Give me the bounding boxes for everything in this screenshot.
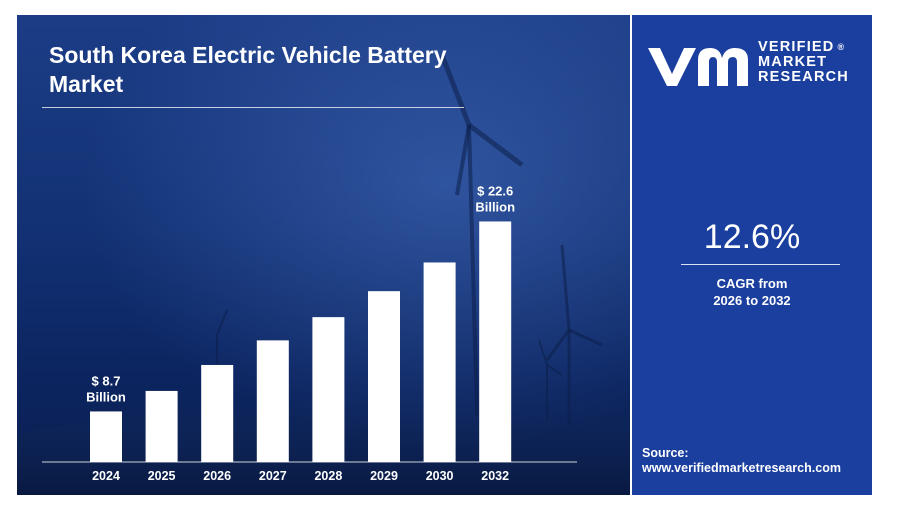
data-label-value-2032: $ 22.6 xyxy=(477,183,513,198)
bar-2029 xyxy=(368,291,400,462)
cagr-divider xyxy=(681,264,840,265)
x-tick-label-2024: 2024 xyxy=(92,469,120,483)
bar-2032 xyxy=(479,221,512,462)
bar-2028 xyxy=(312,317,345,462)
cagr-value: 12.6% xyxy=(703,218,801,256)
bar-2024 xyxy=(90,411,122,462)
x-tick-label-2026: 2026 xyxy=(203,469,231,483)
cagr-label: CAGR from 2026 to 2032 xyxy=(632,275,872,309)
brand-line1: VERIFIED xyxy=(758,39,835,55)
bar-2027 xyxy=(256,340,289,462)
chart-panel: South Korea Electric Vehicle Battery Mar… xyxy=(17,15,630,495)
cagr-label-line1: CAGR from xyxy=(716,276,788,291)
bar-chart: 2024 2025 2026 2027 2028 2029 2030 2032$ 8.7Bil… xyxy=(42,183,577,483)
x-tick-label-2032: 2032 xyxy=(481,469,509,483)
source-label: Source: xyxy=(642,446,689,460)
x-tick-label-2030: 2030 xyxy=(426,469,454,483)
data-label-value-2024: $ 8.7 xyxy=(92,373,121,388)
x-tick-label-2027: 2027 xyxy=(259,469,287,483)
summary-panel: VERIFIED ® MARKET RESEARCH 12.6% CAGR fro… xyxy=(632,15,872,495)
data-label-unit-2024: Billion xyxy=(86,389,126,404)
chart-title-line1: South Korea Electric Vehicle Battery xyxy=(49,42,447,68)
brand-line3: RESEARCH xyxy=(758,69,849,85)
title-divider xyxy=(42,107,464,108)
bar-2030 xyxy=(423,262,456,462)
brand-line2: MARKET xyxy=(758,54,828,70)
x-tick-label-2029: 2029 xyxy=(370,469,398,483)
source-url[interactable]: www.verifiedmarketresearch.com xyxy=(642,461,841,475)
bar-2025 xyxy=(145,390,178,462)
data-label-unit-2032: Billion xyxy=(475,199,515,214)
registered-mark: ® xyxy=(837,42,846,52)
cagr-label-line2: 2026 to 2032 xyxy=(713,293,791,308)
brand-logo: VERIFIED ® MARKET RESEARCH xyxy=(646,40,861,100)
bar-2026 xyxy=(201,364,234,462)
chart-title: South Korea Electric Vehicle Battery Mar… xyxy=(49,41,569,99)
chart-title-line2: Market xyxy=(49,71,124,97)
vmr-logo-icon xyxy=(648,48,748,86)
x-tick-label-2028: 2028 xyxy=(314,469,342,483)
brand-name: VERIFIED ® MARKET RESEARCH xyxy=(758,40,849,85)
source-note: Source: www.verifiedmarketresearch.com xyxy=(642,446,841,476)
x-tick-label-2025: 2025 xyxy=(148,469,176,483)
